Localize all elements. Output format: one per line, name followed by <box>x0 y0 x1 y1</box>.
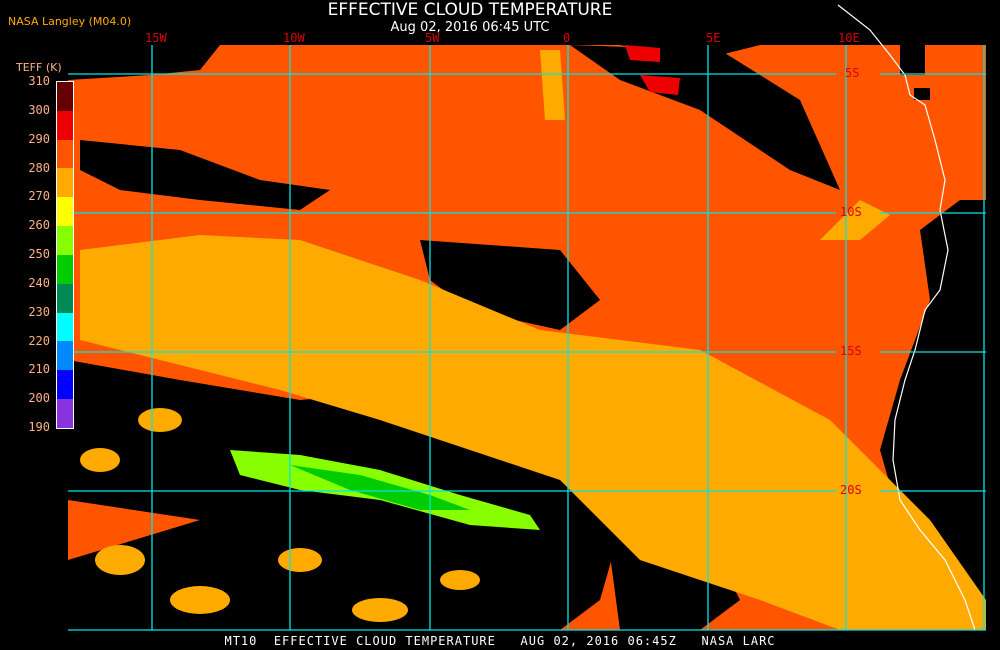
legend-tick-label: 300 <box>28 102 50 117</box>
legend-swatch <box>57 254 73 284</box>
legend-swatch <box>57 168 73 198</box>
legend-swatch <box>57 139 73 169</box>
lat-label-5s: 5S <box>845 66 860 80</box>
legend-tick-label: 230 <box>28 304 50 319</box>
legend-swatch <box>57 341 73 371</box>
map-title: EFFECTIVE CLOUD TEMPERATURE <box>327 0 613 20</box>
legend-swatch <box>57 110 73 140</box>
legend-title: TEFF (K) <box>16 61 62 74</box>
legend-tick-label: 270 <box>28 189 50 204</box>
legend-tick-label: 220 <box>28 333 50 348</box>
scattered-cloud-cells <box>80 408 480 622</box>
legend-tick-label: 290 <box>28 131 50 146</box>
legend-tick-label: 310 <box>28 74 50 88</box>
coastline <box>837 4 976 631</box>
lat-label-20s: 20S <box>840 483 862 497</box>
lon-label-5e: 5E <box>706 31 721 45</box>
lat-lon-grid <box>68 45 986 631</box>
colder-cloud-core <box>290 465 470 510</box>
legend-swatch <box>57 312 73 342</box>
lon-label-0: 0 <box>563 31 571 45</box>
legend-swatch <box>57 283 73 313</box>
warm-cloud-patches <box>625 45 680 95</box>
lon-label-5w: 5W <box>425 31 440 45</box>
lat-label-10s: 10S <box>840 205 862 219</box>
legend-swatch <box>57 226 73 255</box>
map-subtitle: Aug 02, 2016 06:45 UTC <box>390 20 550 35</box>
legend-swatch <box>57 370 73 400</box>
legend-swatch <box>57 197 73 227</box>
legend-swatch <box>57 399 73 428</box>
footer-caption: MT10 EFFECTIVE CLOUD TEMPERATURE AUG 02,… <box>224 634 776 648</box>
legend-swatch <box>57 82 73 111</box>
legend-tick-label: 280 <box>28 160 50 175</box>
lon-label-10e: 10E <box>838 31 860 45</box>
credit-label: NASA Langley (M04.0) <box>8 15 132 28</box>
lat-label-15s: 15S <box>840 344 862 358</box>
lon-label-15w: 15W <box>145 31 167 45</box>
cool-cloud-patch <box>820 200 890 240</box>
lon-label-10w: 10W <box>283 31 305 45</box>
legend-tick-label: 240 <box>28 275 50 290</box>
legend-tick-label: 210 <box>28 362 50 377</box>
cool-cloud-strip <box>540 50 565 120</box>
color-legend-bar <box>56 81 74 429</box>
legend-tick-label: 190 <box>28 420 50 434</box>
legend-tick-label: 250 <box>28 247 50 261</box>
legend-tick-label: 260 <box>28 218 50 233</box>
cool-cloud-band <box>80 235 986 630</box>
legend-tick-label: 200 <box>28 391 50 406</box>
